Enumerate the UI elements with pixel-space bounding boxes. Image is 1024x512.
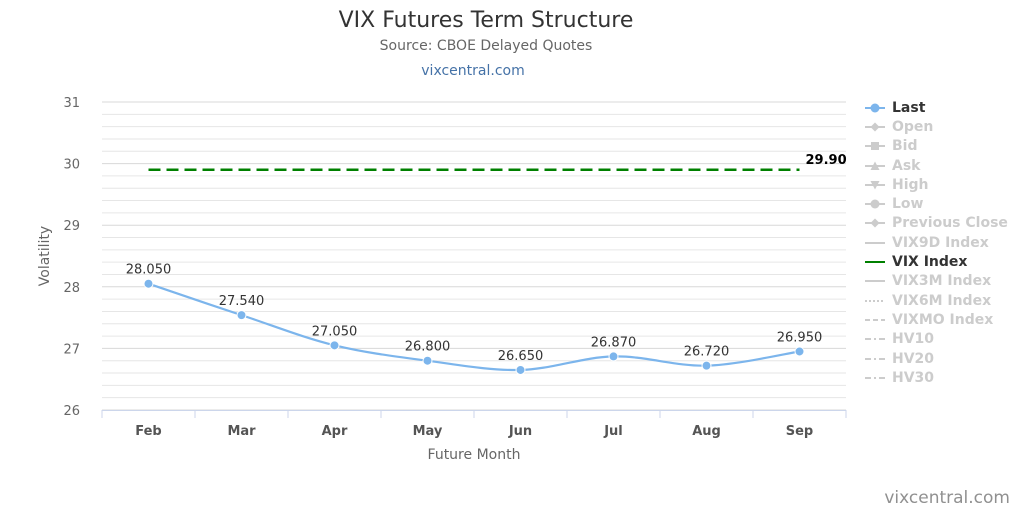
last-series-point	[236, 310, 247, 321]
legend-item[interactable]: Low	[864, 194, 1022, 213]
x-tick-label: May	[413, 424, 443, 439]
last-series-point	[608, 351, 619, 362]
legend-symbol-icon	[865, 180, 885, 190]
x-tick-label: Apr	[322, 424, 348, 439]
y-tick-label: 30	[63, 158, 80, 173]
legend-item-label: Ask	[892, 157, 921, 174]
legend-item[interactable]: VIX9D Index	[864, 233, 1022, 252]
legend-item-label: VIX3M Index	[892, 273, 992, 290]
last-series-data-label: 26.800	[405, 340, 451, 355]
legend-symbol-icon	[865, 299, 885, 302]
legend-item-label: HV20	[892, 350, 935, 367]
legend-symbol-icon	[865, 218, 885, 228]
last-series-data-label: 27.540	[219, 294, 265, 309]
x-tick-label: Sep	[786, 424, 814, 439]
legend-symbol-icon	[865, 161, 885, 170]
y-tick-label: 26	[63, 404, 80, 419]
last-series-point	[329, 340, 340, 351]
credit-link[interactable]: vixcentral.com	[884, 488, 1010, 508]
legend-item-label: Low	[892, 196, 924, 213]
legend-item-label: Bid	[892, 138, 918, 155]
legend-item[interactable]: Open	[864, 117, 1022, 136]
legend-item[interactable]: HV30	[864, 368, 1022, 387]
legend-item-label: Open	[892, 118, 934, 135]
site-link[interactable]: vixcentral.com	[421, 63, 525, 79]
x-tick-label: Mar	[227, 424, 256, 439]
legend-symbol-icon	[865, 122, 885, 132]
legend-item[interactable]: Previous Close	[864, 214, 1022, 233]
y-tick-label: 29	[63, 219, 80, 234]
legend-symbol-icon	[865, 199, 885, 209]
last-series-point	[515, 364, 526, 375]
y-axis-title: Volatility	[37, 226, 53, 286]
x-tick-label: Feb	[135, 424, 161, 439]
legend-item-label: HV10	[892, 331, 935, 348]
legend-item[interactable]: VIX Index	[864, 252, 1022, 271]
last-series-point	[701, 360, 712, 371]
last-series-point	[794, 346, 805, 357]
vix-index-label: 29.90	[806, 153, 847, 168]
legend-item[interactable]: Last	[864, 98, 1022, 117]
last-series-point	[143, 278, 154, 289]
legend-symbol-icon	[865, 142, 885, 151]
legend-item-label: Previous Close	[892, 215, 1008, 232]
legend-item[interactable]: VIX6M Index	[864, 291, 1022, 310]
legend-item-label: VIX6M Index	[892, 292, 992, 309]
y-tick-label: 31	[63, 96, 80, 111]
legend-symbol-icon	[865, 261, 885, 264]
last-series-data-label: 26.720	[684, 345, 730, 360]
legend-symbol-icon	[865, 357, 885, 360]
last-series-data-label: 26.950	[777, 330, 823, 345]
legend-item-label: HV30	[892, 369, 935, 386]
chart-title: VIX Futures Term Structure	[338, 8, 634, 33]
x-tick-label: Jun	[508, 424, 532, 439]
legend-symbol-icon	[865, 103, 885, 113]
legend-item-label: High	[892, 176, 929, 193]
last-series-data-label: 26.650	[498, 349, 544, 364]
last-series-line	[148, 282, 800, 372]
chart-subtitle: Source: CBOE Delayed Quotes	[379, 38, 593, 54]
x-tick-label: Jul	[603, 424, 623, 439]
last-series-point	[422, 355, 433, 366]
legend-item-label: Last	[892, 99, 926, 116]
legend-symbol-icon	[865, 338, 885, 341]
legend-item[interactable]: Bid	[864, 137, 1022, 156]
last-series-data-label: 28.050	[126, 263, 172, 278]
x-tick-label: Aug	[692, 424, 721, 439]
legend-item[interactable]: HV10	[864, 330, 1022, 349]
chart-legend: Last Open Bid Ask High Low Previous Close VIX9D…	[864, 98, 1022, 387]
y-tick-label: 28	[63, 281, 80, 296]
legend-symbol-icon	[865, 318, 885, 321]
legend-item[interactable]: Ask	[864, 156, 1022, 175]
legend-item-label: VIX Index	[892, 254, 968, 271]
legend-item[interactable]: VIX3M Index	[864, 272, 1022, 291]
last-series-data-label: 26.870	[591, 335, 637, 350]
legend-item-label: VIXMO Index	[892, 311, 994, 328]
last-series-data-label: 27.050	[312, 324, 358, 339]
legend-item-label: VIX9D Index	[892, 234, 989, 251]
legend-item[interactable]: High	[864, 175, 1022, 194]
legend-symbol-icon	[865, 241, 885, 244]
legend-symbol-icon	[865, 376, 885, 379]
legend-item[interactable]: HV20	[864, 349, 1022, 368]
x-axis-title: Future Month	[428, 447, 521, 463]
legend-item[interactable]: VIXMO Index	[864, 310, 1022, 329]
legend-symbol-icon	[865, 280, 885, 283]
y-tick-label: 27	[63, 342, 80, 357]
